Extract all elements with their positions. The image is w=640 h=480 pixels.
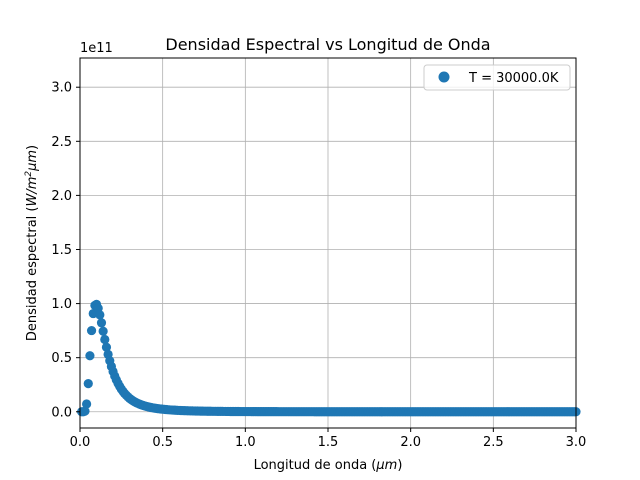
x-tick-label: 0.5 <box>152 435 173 450</box>
x-axis-ticks: 0.0 0.5 1.0 1.5 2.0 2.5 3.0 <box>70 428 587 450</box>
y-tick-label: 2.5 <box>51 135 72 150</box>
data-point <box>85 351 95 361</box>
data-point <box>82 399 92 409</box>
grid <box>79 58 577 428</box>
data-point <box>95 310 105 320</box>
y-axis-ticks: 0.0 0.5 1.0 1.5 2.0 2.5 3.0 <box>51 81 80 420</box>
x-tick-label: 2.0 <box>400 435 421 450</box>
data-point <box>96 318 107 328</box>
data-point <box>101 342 112 352</box>
y-offset-text: 1e11 <box>80 41 113 56</box>
legend-box <box>423 64 571 91</box>
x-tick-label: 1.0 <box>235 435 256 450</box>
x-tick-label: 3.0 <box>566 435 587 450</box>
legend: T = 30000.0K <box>423 64 571 91</box>
y-tick-label: 1.5 <box>51 243 72 258</box>
y-tick-label: 0.5 <box>51 351 72 366</box>
data-point <box>80 406 90 416</box>
legend-marker <box>438 71 450 83</box>
x-axis-label: Longitud de onda (μm) <box>254 458 403 473</box>
y-tick-label: 0.0 <box>51 405 72 420</box>
x-tick-label: 1.5 <box>318 435 339 450</box>
chart-title: Densidad Espectral vs Longitud de Onda <box>165 35 490 54</box>
x-tick-label: 2.5 <box>483 435 504 450</box>
y-tick-label: 2.0 <box>51 189 72 204</box>
y-axis-label: Densidad espectral (W/m2μm) <box>24 145 40 341</box>
data-points <box>77 299 581 417</box>
data-point <box>100 334 110 345</box>
data-point <box>98 326 108 336</box>
y-tick-label: 1.0 <box>51 297 72 312</box>
legend-label: T = 30000.0K <box>468 71 559 86</box>
y-tick-label: 3.0 <box>51 81 72 96</box>
data-point <box>86 325 97 336</box>
data-point <box>83 379 93 389</box>
x-tick-label: 0.0 <box>70 435 91 450</box>
